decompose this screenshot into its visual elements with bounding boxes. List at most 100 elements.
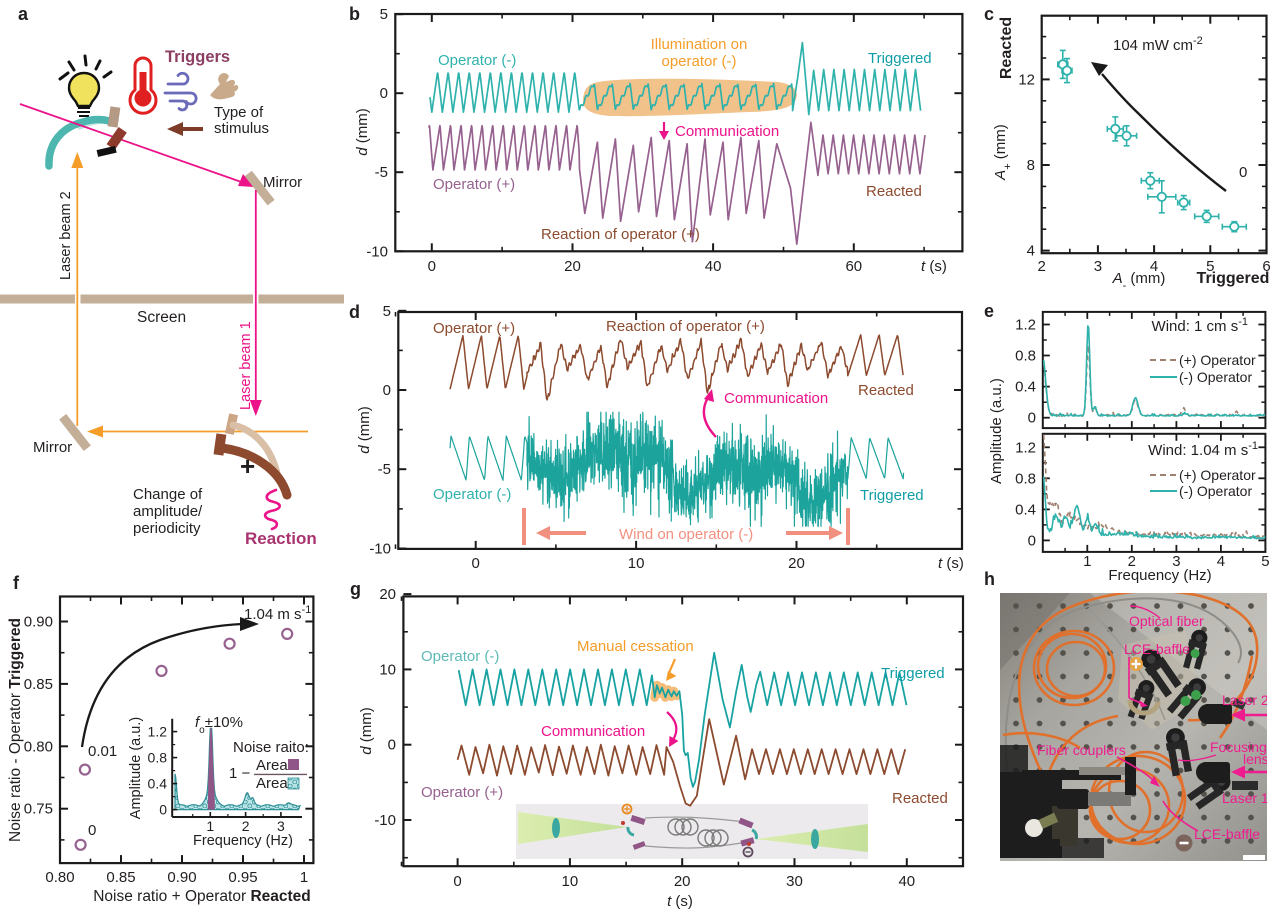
svg-text:0: 0 xyxy=(1028,410,1036,427)
svg-text:0: 0 xyxy=(383,382,391,399)
svg-text:0: 0 xyxy=(88,822,96,839)
svg-text:1 −: 1 − xyxy=(229,765,251,782)
svg-text:10: 10 xyxy=(379,661,396,678)
svg-text:LCE-baffle: LCE-baffle xyxy=(1124,641,1190,657)
svg-text:Operator (+): Operator (+) xyxy=(421,784,503,801)
svg-text:Communication: Communication xyxy=(541,723,645,740)
svg-text:0.90: 0.90 xyxy=(167,869,196,886)
svg-text:0: 0 xyxy=(159,802,167,818)
svg-text:Mirror: Mirror xyxy=(33,439,72,456)
svg-text:Reacted: Reacted xyxy=(866,183,922,200)
svg-text:Noise ratio + Operator Reacte: Noise ratio + Operator Reacted xyxy=(93,888,311,905)
svg-text:0.01: 0.01 xyxy=(88,743,117,760)
svg-text:t (s): t (s) xyxy=(938,555,964,572)
svg-text:0.4: 0.4 xyxy=(148,776,168,792)
svg-text:2: 2 xyxy=(1038,258,1046,275)
svg-text:(-) Operator: (-) Operator xyxy=(1179,369,1252,385)
svg-text:5: 5 xyxy=(1261,553,1269,570)
svg-text:Triggered: Triggered xyxy=(1197,270,1270,287)
svg-text:1: 1 xyxy=(300,869,308,886)
svg-text:0.75: 0.75 xyxy=(24,801,53,818)
svg-text:Screen: Screen xyxy=(137,309,186,326)
svg-text:-10: -10 xyxy=(366,243,388,260)
svg-text:Triggered: Triggered xyxy=(881,665,945,682)
svg-text:Reacted: Reacted xyxy=(858,382,914,399)
svg-text:Laser 2: Laser 2 xyxy=(1222,692,1269,708)
svg-text:0.8: 0.8 xyxy=(1015,470,1036,487)
svg-text:30: 30 xyxy=(786,873,803,890)
svg-text:2: 2 xyxy=(242,818,250,834)
svg-text:c: c xyxy=(984,4,994,24)
svg-text:0.80: 0.80 xyxy=(45,869,74,886)
svg-text:10: 10 xyxy=(562,873,579,890)
svg-text:Mirror: Mirror xyxy=(263,174,302,191)
svg-text:+: + xyxy=(240,451,255,481)
svg-text:8: 8 xyxy=(1027,157,1035,174)
svg-text:(-) Operator: (-) Operator xyxy=(1179,483,1252,499)
svg-text:Area: Area xyxy=(256,775,288,792)
svg-text:Amplitude (a.u.): Amplitude (a.u.) xyxy=(988,378,1005,484)
svg-text:Frequency (Hz): Frequency (Hz) xyxy=(1108,567,1211,584)
svg-text:0: 0 xyxy=(453,873,461,890)
svg-text:Reaction: Reaction xyxy=(245,529,317,548)
svg-text:Reacted: Reacted xyxy=(892,790,948,807)
svg-text:g: g xyxy=(350,579,361,599)
svg-text:Operator (-): Operator (-) xyxy=(433,486,511,503)
svg-text:Area: Area xyxy=(256,757,288,774)
svg-text:0.8: 0.8 xyxy=(148,750,168,766)
svg-text:40: 40 xyxy=(705,258,722,275)
svg-text:20: 20 xyxy=(564,258,581,275)
svg-text:0: 0 xyxy=(380,85,388,102)
svg-text:-5: -5 xyxy=(378,461,391,478)
svg-text:Change of: Change of xyxy=(133,486,203,503)
svg-text:4: 4 xyxy=(1217,553,1225,570)
svg-text:0: 0 xyxy=(1028,532,1036,549)
svg-text:Wind: 1.04 m s-1: Wind: 1.04 m s-1 xyxy=(1148,440,1258,459)
svg-text:Noise raito:: Noise raito: xyxy=(233,739,309,756)
svg-text:fo±10%: fo±10% xyxy=(195,714,243,736)
svg-text:Wind: 1 cm s-1: Wind: 1 cm s-1 xyxy=(1152,316,1248,335)
svg-text:0: 0 xyxy=(428,258,436,275)
svg-text:2: 2 xyxy=(1128,553,1136,570)
svg-text:-10: -10 xyxy=(369,541,391,558)
svg-text:10: 10 xyxy=(628,555,645,572)
svg-text:Noise ratio - Operator Trigge: Noise ratio - Operator Triggered xyxy=(7,618,24,842)
svg-text:Triggered: Triggered xyxy=(860,487,924,504)
svg-text:1.04 m s-1: 1.04 m s-1 xyxy=(244,604,311,623)
svg-text:-10: -10 xyxy=(374,812,396,829)
svg-text:5: 5 xyxy=(1206,258,1214,275)
svg-text:0.95: 0.95 xyxy=(228,869,257,886)
svg-text:t (s): t (s) xyxy=(921,258,947,275)
svg-text:0: 0 xyxy=(1239,164,1247,181)
svg-text:Operator (+): Operator (+) xyxy=(433,176,515,193)
svg-text:h: h xyxy=(984,569,995,589)
svg-text:0.8: 0.8 xyxy=(1015,348,1036,365)
svg-text:104 mW cm-2: 104 mW cm-2 xyxy=(1113,35,1203,54)
svg-text:Reaction of operator (+): Reaction of operator (+) xyxy=(606,318,765,335)
svg-text:f: f xyxy=(13,573,20,593)
svg-text:0.80: 0.80 xyxy=(24,738,53,755)
svg-text:0.85: 0.85 xyxy=(106,869,135,886)
svg-text:1.2: 1.2 xyxy=(1015,439,1036,456)
svg-text:Triggers: Triggers xyxy=(165,48,230,66)
svg-text:Focusing: Focusing xyxy=(1210,739,1267,755)
svg-text:1.2: 1.2 xyxy=(1015,317,1036,334)
svg-text:0: 0 xyxy=(472,555,480,572)
svg-text:0.90: 0.90 xyxy=(24,614,53,631)
svg-text:Reacted: Reacted xyxy=(998,17,1015,79)
svg-text:Frequency (Hz): Frequency (Hz) xyxy=(193,833,293,849)
svg-text:5: 5 xyxy=(380,6,388,23)
svg-text:periodicity: periodicity xyxy=(133,520,201,537)
svg-text:-5: -5 xyxy=(375,164,388,181)
svg-text:1: 1 xyxy=(1083,553,1091,570)
svg-text:Laser 1: Laser 1 xyxy=(1222,790,1269,806)
svg-text:Type of: Type of xyxy=(214,104,264,121)
svg-text:(+) Operator: (+) Operator xyxy=(1179,467,1256,483)
svg-text:20: 20 xyxy=(788,555,805,572)
svg-text:LCE-baffle: LCE-baffle xyxy=(1194,826,1260,842)
svg-text:d (mm): d (mm) xyxy=(354,108,371,156)
svg-text:1: 1 xyxy=(206,818,214,834)
svg-text:3: 3 xyxy=(1094,258,1102,275)
svg-text:Operator (-): Operator (-) xyxy=(438,52,516,69)
svg-text:Communication: Communication xyxy=(675,123,779,140)
